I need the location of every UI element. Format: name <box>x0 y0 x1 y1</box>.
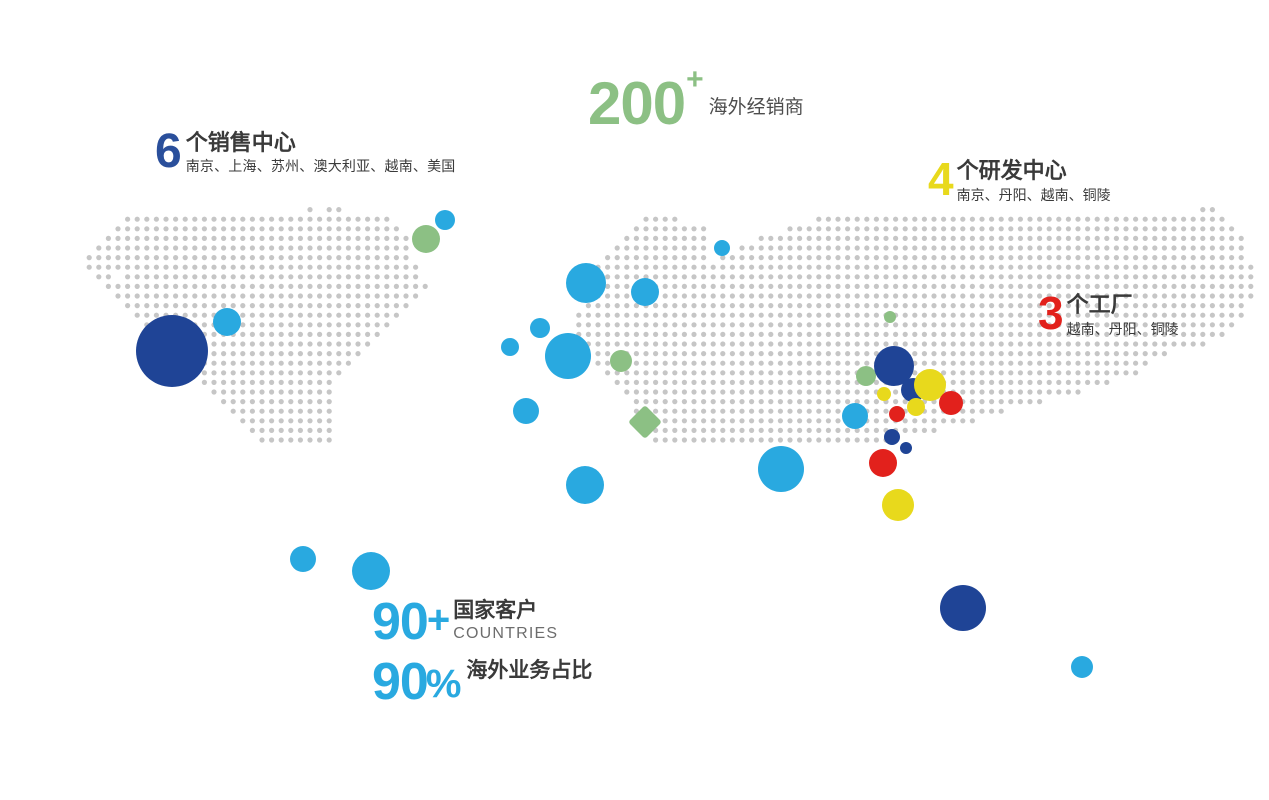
map-marker-south-asia-small <box>842 403 868 429</box>
map-marker-middle-east-green <box>610 350 632 372</box>
map-marker-north-america-west <box>213 308 241 336</box>
map-marker-taiwan <box>884 429 900 445</box>
callout-factories: 3 个工厂 越南、丹阳、铜陵 <box>1038 287 1179 339</box>
countries-subtitle: COUNTRIES <box>453 625 559 643</box>
callout-rd-centers: 4 个研发中心 南京、丹阳、越南、铜陵 <box>928 153 1111 205</box>
rd-centers-locations: 南京、丹阳、越南、铜陵 <box>956 187 1111 204</box>
countries-text: 国家客户 COUNTRIES <box>453 599 558 642</box>
rd-centers-text: 个研发中心 南京、丹阳、越南、铜陵 <box>957 158 1111 202</box>
overseas-share-title: 海外业务占比 <box>466 659 593 682</box>
map-marker-west-africa <box>513 398 539 424</box>
overseas-share-percent: % <box>425 662 462 706</box>
callout-overseas-share: 90 % 海外业务占比 <box>372 653 593 711</box>
rd-centers-title: 个研发中心 <box>956 158 1067 183</box>
map-marker-north-america-major <box>136 315 208 387</box>
rd-centers-number: 4 <box>928 153 954 205</box>
sales-centers-locations: 南京、上海、苏州、澳大利亚、越南、美国 <box>185 158 456 175</box>
map-marker-mediterranean <box>545 333 591 379</box>
distributors-label: 海外经销商 <box>708 97 804 118</box>
map-marker-china-tongling <box>907 398 925 416</box>
map-marker-central-africa <box>566 466 604 504</box>
distributors-plus: + <box>686 63 704 96</box>
sales-centers-text: 个销售中心 南京、上海、苏州、澳大利亚、越南、美国 <box>186 130 456 173</box>
sales-centers-number: 6 <box>155 125 182 178</box>
map-marker-iceland-green <box>412 225 440 253</box>
map-marker-china-north-green <box>884 311 896 323</box>
map-marker-iberia <box>501 338 519 356</box>
callout-sales-centers: 6 个销售中心 南京、上海、苏州、澳大利亚、越南、美国 <box>155 125 456 178</box>
factories-locations: 越南、丹阳、铜陵 <box>1066 321 1179 338</box>
callout-countries: 90 + 国家客户 COUNTRIES <box>372 593 558 651</box>
map-marker-west-europe-small <box>530 318 550 338</box>
sales-centers-title: 个销售中心 <box>185 130 296 155</box>
map-marker-east-europe <box>631 278 659 306</box>
map-marker-russia-north <box>714 240 730 256</box>
map-marker-greenland-dot <box>435 210 455 230</box>
map-marker-argentina <box>352 552 390 590</box>
factories-number: 3 <box>1038 287 1064 339</box>
map-marker-china-west-green <box>856 366 876 386</box>
map-marker-china-yellow-small <box>877 387 891 401</box>
callout-distributors: 200 + 海外经销商 <box>588 65 804 137</box>
map-marker-india <box>758 446 804 492</box>
map-marker-china-south-red <box>889 406 905 422</box>
distributors-number: 200 <box>588 70 686 137</box>
map-marker-brazil <box>290 546 316 572</box>
factories-text: 个工厂 越南、丹阳、铜陵 <box>1067 292 1179 336</box>
map-marker-vietnam <box>869 449 897 477</box>
overseas-share-number: 90 <box>372 653 429 711</box>
map-marker-australia <box>940 585 986 631</box>
map-marker-north-europe <box>566 263 606 303</box>
map-marker-philippines <box>900 442 912 454</box>
map-marker-japan <box>939 391 963 415</box>
factories-title: 个工厂 <box>1066 292 1133 317</box>
map-marker-indonesia <box>882 489 914 521</box>
countries-number: 90 <box>372 593 429 651</box>
countries-plus: + <box>426 598 451 642</box>
map-marker-new-zealand <box>1071 656 1093 678</box>
countries-title: 国家客户 <box>453 599 538 622</box>
